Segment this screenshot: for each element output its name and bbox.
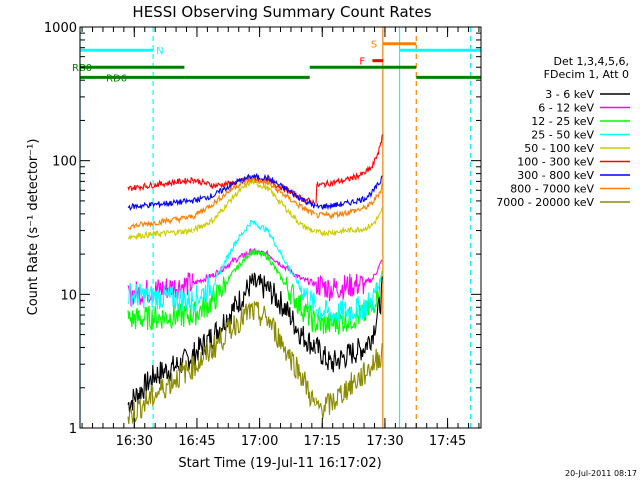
plot-frame [79,26,482,429]
flag-label-n: N [156,46,163,57]
chart-title: HESSI Observing Summary Count Rates [132,3,431,21]
y-tick-label: 1000 [44,21,77,36]
series-line-8 [127,301,383,425]
legend-label-2: 12 - 25 keV [531,115,594,128]
series-line-4 [127,178,383,241]
x-tick-label: 17:30 [366,434,403,449]
series-line-6 [127,172,383,211]
y-tick-label: 100 [52,155,77,170]
series-line-7 [127,176,383,231]
x-tick-label: 16:30 [116,434,153,449]
x-tick-label: 17:45 [429,434,466,449]
footer-timestamp: 20-Jul-2011 08:17 [565,469,637,478]
x-tick-label: 16:45 [178,434,215,449]
legend-label-0: 3 - 6 keV [545,88,594,101]
legend-header-line-2: FDecim 1, Att 0 [544,68,629,81]
series-line-1 [127,248,383,307]
y-axis-label: Count Rate (s⁻¹ detector⁻¹) [26,139,41,316]
flag-label-rb0: RB0 [72,63,92,74]
legend-label-1: 6 - 12 keV [538,102,594,115]
x-axis-label: Start Time (19-Jul-11 16:17:02) [178,456,381,471]
series-line-5 [127,134,383,206]
x-tick-label: 17:00 [241,434,278,449]
legend-label-6: 300 - 800 keV [517,169,594,182]
legend-header-line-1: Det 1,3,4,5,6, [553,55,629,68]
legend-label-8: 7000 - 20000 keV [496,196,594,209]
legend-label-7: 800 - 7000 keV [510,183,594,196]
flag-label-rd6: RD6 [106,73,127,84]
flag-label-s: S [371,40,377,51]
x-tick-label: 17:15 [304,434,341,449]
y-tick-label: 1 [69,422,77,437]
legend-label-3: 25 - 50 keV [531,129,594,142]
flag-label-f: F [359,57,365,68]
series-line-3 [127,219,383,325]
y-tick-label: 10 [60,288,77,303]
legend-label-5: 100 - 300 keV [517,156,594,169]
plot-area: N SF RB0 RD6 1 10 100 1000 16:30 16:45 17:00 17:15 1… [44,21,482,449]
legend-label-4: 50 - 100 keV [524,142,594,155]
